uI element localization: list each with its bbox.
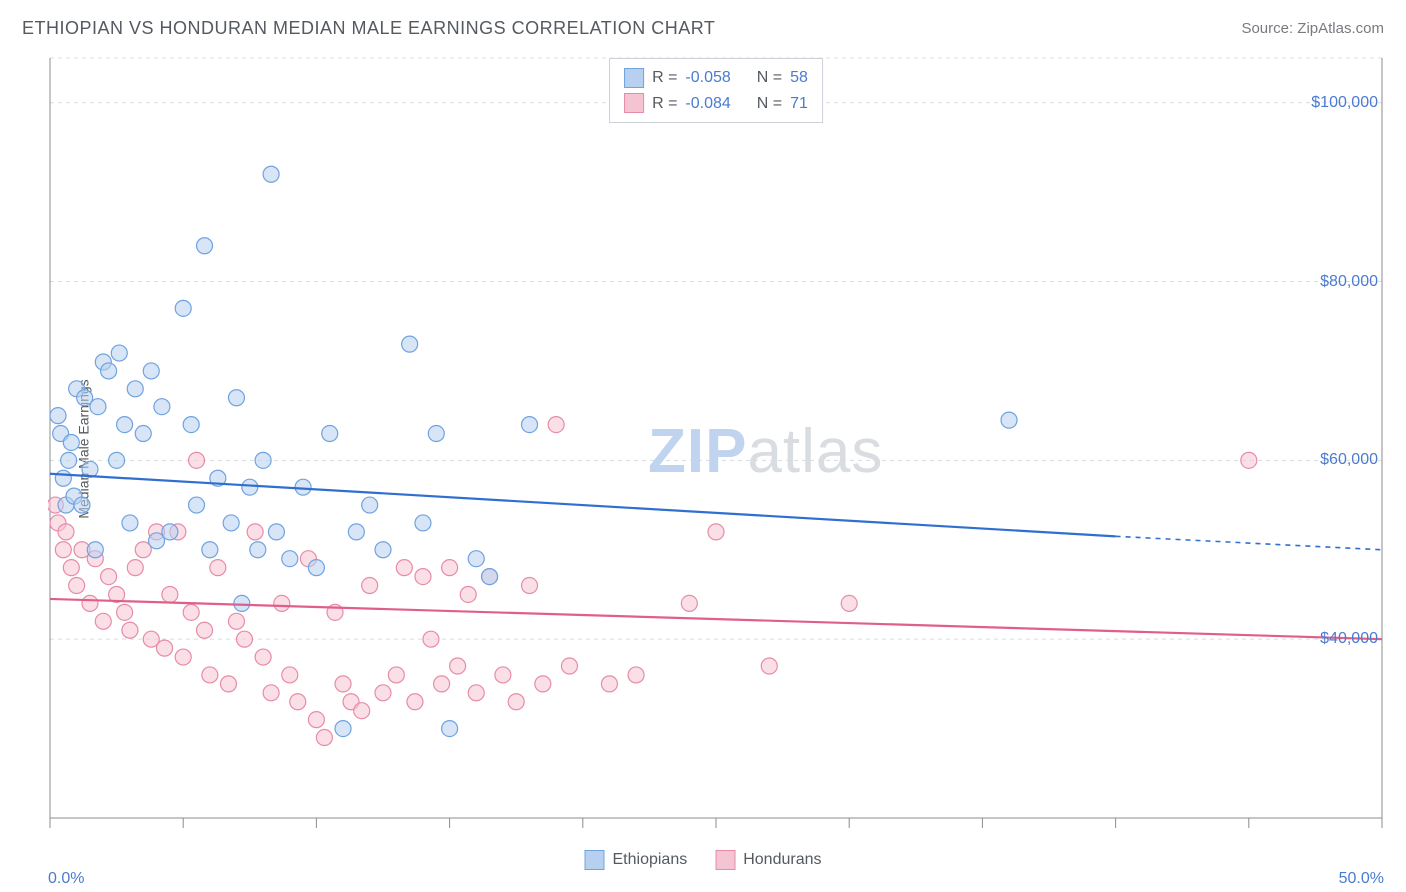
chart-title: ETHIOPIAN VS HONDURAN MEDIAN MALE EARNIN… <box>22 18 715 39</box>
legend-stats-row: R = -0.058 N = 58 <box>624 65 808 91</box>
legend-label: Ethiopians <box>613 851 688 869</box>
n-value: 71 <box>790 91 808 117</box>
chart-area: Median Male Earnings R = -0.058 N = 58 R… <box>48 56 1384 842</box>
n-label: N = <box>757 65 782 91</box>
legend-label: Hondurans <box>743 851 821 869</box>
legend-swatch-hondurans <box>715 850 735 870</box>
legend-swatch-ethiopians <box>624 68 644 88</box>
legend-stats-row: R = -0.084 N = 71 <box>624 91 808 117</box>
r-value: -0.058 <box>685 65 730 91</box>
y-tick-label: $80,000 <box>1320 273 1378 291</box>
legend-item-hondurans: Hondurans <box>715 850 821 870</box>
scatter-plot <box>48 56 1384 842</box>
header: ETHIOPIAN VS HONDURAN MEDIAN MALE EARNIN… <box>22 18 1384 39</box>
legend-stats: R = -0.058 N = 58 R = -0.084 N = 71 <box>609 58 823 123</box>
x-min-label: 0.0% <box>48 870 84 888</box>
source-label: Source: ZipAtlas.com <box>1241 20 1384 37</box>
r-label: R = <box>652 65 677 91</box>
y-tick-label: $100,000 <box>1311 94 1378 112</box>
y-tick-label: $60,000 <box>1320 451 1378 469</box>
n-value: 58 <box>790 65 808 91</box>
y-tick-label: $40,000 <box>1320 630 1378 648</box>
legend-swatch-ethiopians <box>585 850 605 870</box>
x-max-label: 50.0% <box>1339 870 1384 888</box>
legend-swatch-hondurans <box>624 93 644 113</box>
legend-bottom: Ethiopians Hondurans <box>585 850 822 870</box>
r-label: R = <box>652 91 677 117</box>
r-value: -0.084 <box>685 91 730 117</box>
n-label: N = <box>757 91 782 117</box>
legend-item-ethiopians: Ethiopians <box>585 850 688 870</box>
